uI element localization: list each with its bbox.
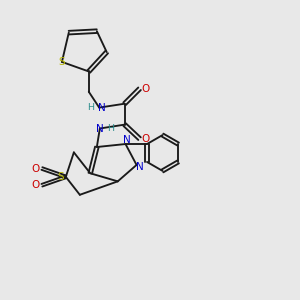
Text: O: O [31,164,40,173]
Text: H: H [87,103,94,112]
Text: O: O [141,134,150,144]
Text: S: S [58,57,65,67]
Text: O: O [141,84,150,94]
Text: S: S [57,172,64,182]
Text: H: H [107,124,114,133]
Text: N: N [98,103,106,112]
Text: N: N [136,162,144,172]
Text: N: N [96,124,104,134]
Text: N: N [123,135,131,146]
Text: O: O [31,180,40,190]
